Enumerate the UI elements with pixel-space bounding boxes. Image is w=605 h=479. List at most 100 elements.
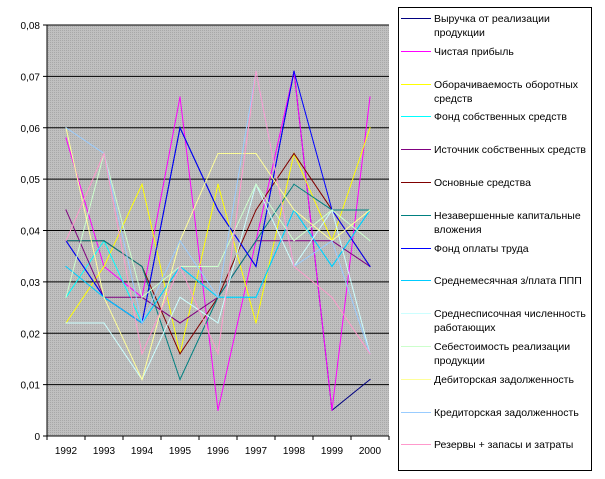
data-point	[179, 265, 181, 268]
data-point	[103, 152, 105, 155]
y-tick-label: 0	[34, 432, 40, 443]
legend-item: Среднесписочная численность работающих	[401, 307, 589, 335]
legend-label: Источник собственных средств	[434, 144, 586, 157]
data-point	[217, 152, 219, 155]
legend-swatch	[401, 378, 431, 380]
data-point	[65, 127, 67, 129]
data-point	[103, 322, 105, 324]
legend-swatch	[401, 50, 431, 52]
data-point	[293, 152, 295, 155]
x-tick-label: 1998	[283, 446, 306, 457]
y-tick-label: 0,02	[21, 329, 41, 340]
data-point	[369, 265, 371, 268]
legend-label: Кредиторская задолженность	[434, 406, 579, 419]
data-point	[103, 240, 105, 242]
legend-item: Среднемесячная з/плата ППП	[401, 274, 589, 288]
legend-item: Кредиторская задолженность	[401, 406, 589, 420]
data-point	[179, 127, 181, 129]
legend-label: Себестоимость реализации продукции	[434, 341, 571, 367]
legend-item: Чистая прибыль	[401, 45, 589, 59]
data-point	[141, 265, 143, 268]
x-tick-label: 1995	[169, 446, 192, 457]
data-point	[255, 183, 257, 185]
legend-item: Фонд оплаты труда	[401, 242, 589, 256]
legend-swatch	[401, 346, 431, 347]
data-point	[255, 322, 257, 324]
data-point	[369, 353, 371, 355]
data-point	[255, 152, 257, 155]
legend-label: Среднемесячная з/плата ППП	[434, 275, 582, 288]
legend-item: Себестоимость реализации продукции	[401, 340, 589, 368]
data-point	[217, 409, 219, 411]
data-point	[141, 378, 143, 381]
data-point	[331, 265, 333, 268]
data-point	[65, 322, 67, 324]
y-tick-label: 0,04	[21, 227, 41, 238]
legend-item: Основные средства	[401, 176, 589, 190]
legend: Выручка от реализации продукции Чистая пр…	[398, 7, 592, 471]
data-point	[217, 322, 219, 324]
legend-label: Фонд собственных средств	[434, 111, 567, 124]
y-tick-label: 0,08	[21, 21, 41, 32]
data-point	[293, 240, 295, 242]
legend-label: Чистая прибыль	[434, 45, 514, 58]
legend-swatch	[401, 214, 431, 216]
data-point	[369, 378, 371, 381]
legend-label: Выручка от реализации продукции	[434, 13, 550, 39]
legend-label: Фонд оплаты труда	[434, 242, 529, 255]
data-point	[369, 96, 371, 98]
data-point	[293, 265, 295, 268]
legend-label: Оборачиваемость оборотных средств	[434, 78, 578, 105]
data-point	[65, 137, 67, 139]
data-point	[255, 209, 257, 211]
data-point	[369, 240, 371, 242]
legend-item: Выручка от реализации продукции	[401, 12, 589, 40]
legend-label: Незавершенные капитальные вложения	[434, 209, 581, 236]
data-point	[331, 296, 333, 298]
data-point	[255, 296, 257, 298]
x-tick-label: 1999	[321, 446, 344, 457]
legend-swatch	[401, 444, 431, 446]
x-tick-label: 2000	[359, 446, 382, 457]
data-point	[65, 265, 67, 268]
legend-item: Оборачиваемость оборотных средств	[401, 78, 589, 106]
data-point	[179, 378, 181, 381]
data-point	[141, 322, 143, 324]
data-point	[369, 127, 371, 129]
data-point	[331, 409, 333, 411]
data-point	[141, 296, 143, 298]
legend-label: Резервы + запасы и затраты	[434, 439, 574, 452]
y-tick-label: 0,07	[21, 72, 41, 83]
legend-label: Среднесписочная численность работающих	[434, 308, 586, 335]
legend-swatch	[401, 247, 431, 249]
data-point	[65, 296, 67, 298]
legend-swatch	[401, 280, 431, 282]
data-point	[179, 353, 181, 355]
data-point	[331, 209, 333, 211]
data-point	[65, 209, 67, 211]
legend-item: Незавершенные капитальные вложения	[401, 209, 589, 237]
data-point	[293, 183, 295, 185]
data-point	[217, 209, 219, 211]
y-tick-label: 0,01	[21, 381, 41, 392]
data-point	[65, 240, 67, 242]
x-tick-label: 1992	[55, 446, 78, 457]
legend-item: Фонд собственных средств	[401, 110, 589, 124]
legend-label: Дебиторская задолженность	[434, 373, 574, 386]
data-point	[255, 240, 257, 242]
x-tick-label: 1994	[131, 446, 154, 457]
data-point	[103, 265, 105, 268]
legend-swatch	[401, 149, 431, 151]
data-point	[217, 296, 219, 298]
legend-swatch	[401, 313, 431, 315]
x-tick-label: 1993	[93, 446, 116, 457]
data-point	[179, 322, 181, 324]
legend-item: Источник собственных средств	[401, 143, 589, 157]
data-point	[103, 296, 105, 298]
y-tick-label: 0,06	[21, 124, 41, 135]
data-point	[293, 209, 295, 211]
legend-swatch	[401, 411, 431, 413]
legend-item: Резервы + запасы и затраты	[401, 438, 589, 452]
legend-swatch	[401, 83, 431, 85]
data-point	[331, 240, 333, 242]
